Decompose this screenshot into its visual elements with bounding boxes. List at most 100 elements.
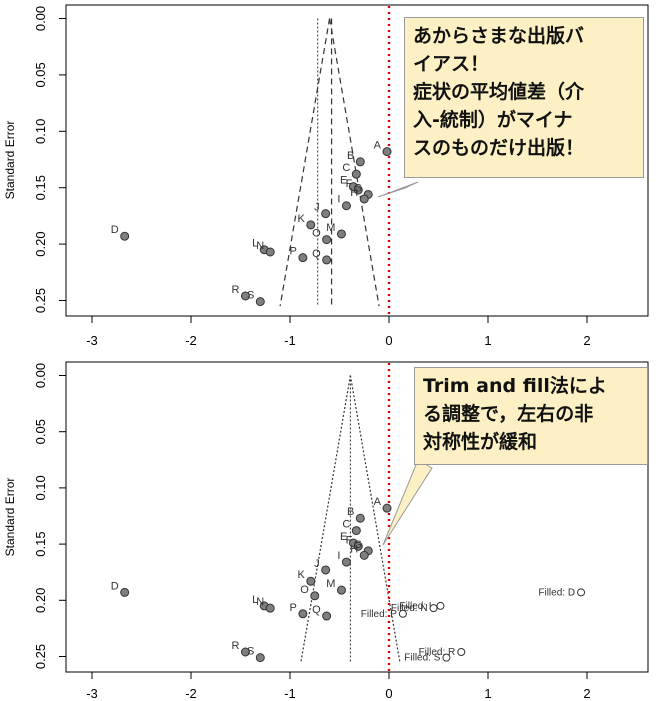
callout-top-line-5: スのものだけ出版！ <box>413 137 585 159</box>
y-tick-label: 0.05 <box>33 419 48 444</box>
funnel-left-line <box>300 375 351 663</box>
chart-panel-1: -3 -2 -1 0 1 2 0.00 0.05 0.10 0.15 0.20 0.25 Standar… <box>3 4 649 348</box>
study-point <box>310 591 320 601</box>
filled-point-label: Filled: R <box>419 647 456 658</box>
study-point-label: F <box>346 534 353 546</box>
filled-point-label: Filled: D <box>538 587 575 598</box>
filled-point-label: Filled: N <box>391 603 428 614</box>
study-point-label: H <box>350 543 358 555</box>
study-point <box>355 513 365 523</box>
funnel-left-line <box>279 18 331 307</box>
study-point-label: E <box>340 531 347 543</box>
study-point-label: E <box>340 175 347 187</box>
x-tick-label: 1 <box>484 686 491 701</box>
study-point-label: N <box>256 596 264 608</box>
study-point <box>240 647 250 657</box>
study-point <box>240 291 250 301</box>
y-tick-label: 0.00 <box>33 6 48 31</box>
study-point <box>353 541 363 551</box>
y-tick-label: 0.10 <box>33 475 48 500</box>
y-tick-label: 0.20 <box>33 231 48 256</box>
study-point <box>351 169 361 179</box>
study-point-label: D <box>111 580 119 592</box>
y-tick-label: 0.10 <box>33 119 48 144</box>
study-point-label: P <box>290 246 297 258</box>
study-point-label: S <box>247 290 254 302</box>
study-point-label: O <box>300 584 309 596</box>
study-point-label: S <box>247 646 254 658</box>
study-point <box>120 587 130 597</box>
study-point-label: J <box>314 558 320 570</box>
study-point <box>255 653 265 663</box>
study-point-label: O <box>312 228 321 240</box>
study-point <box>351 526 361 536</box>
study-point <box>336 229 346 239</box>
plot-frame <box>65 4 649 317</box>
study-point <box>341 557 351 567</box>
y-tick-label: 0.00 <box>33 363 48 388</box>
y-tick-label: 0.20 <box>33 588 48 613</box>
x-tick-label: 2 <box>583 686 590 701</box>
study-point-label: G <box>354 182 363 194</box>
study-point-label: C <box>342 519 350 531</box>
callout-bottom-line-1: Trim and fill法によ <box>423 375 607 397</box>
study-point-label: R <box>231 640 239 652</box>
x-tick-label: 1 <box>484 333 491 348</box>
study-point <box>306 220 316 230</box>
study-point <box>382 503 392 513</box>
study-point <box>322 235 332 245</box>
callout-bottom-line-2: る調整で，左右の非 <box>423 403 594 425</box>
callout-top-line-2: イアス！ <box>413 53 490 75</box>
study-point-label: B <box>347 150 354 162</box>
x-tick-label: -3 <box>86 333 98 348</box>
callout-bottom-line-3: 対称性が緩和 <box>423 431 538 453</box>
callout-pointer <box>377 181 419 198</box>
study-point-label: A <box>374 140 382 152</box>
plot-frame <box>65 361 649 673</box>
study-point <box>359 194 369 204</box>
study-point-label: P <box>290 602 297 614</box>
study-point-label: R <box>231 284 239 296</box>
study-point-label: F <box>346 178 353 190</box>
filled-point-label: Filled: P <box>361 609 397 620</box>
callout-top-line-4: 入-統制）がマイナ <box>413 109 573 131</box>
study-point <box>298 253 308 263</box>
x-tick-label: 0 <box>385 686 392 701</box>
study-point-label: I <box>337 550 340 562</box>
chart-panel-2: -3 -2 -1 0 1 2 0.00 0.05 0.10 0.15 0.20 0.25 Standar… <box>3 361 649 701</box>
filled-point <box>429 604 438 613</box>
y-tick-label: 0.15 <box>33 531 48 556</box>
x-tick-label: -3 <box>86 686 98 701</box>
study-point-label: A <box>374 496 382 508</box>
study-point-label: C <box>342 162 350 174</box>
study-point <box>359 550 369 560</box>
study-point-label: K <box>297 569 305 581</box>
y-axis-label: Standard Error <box>3 121 17 200</box>
filled-point <box>457 648 466 657</box>
y-tick-label: 0.05 <box>33 62 48 87</box>
x-tick-label: 0 <box>385 333 392 348</box>
annotation-callout-bottom: Trim and fill法によ る調整で，左右の非 対称性が緩和 <box>414 367 648 465</box>
study-point <box>120 231 130 241</box>
study-point <box>321 209 331 219</box>
study-point-label: L <box>252 594 258 606</box>
study-point-label: N <box>256 240 264 252</box>
filled-point-label: Filled: L <box>399 601 434 612</box>
x-tick-label: -1 <box>284 686 296 701</box>
study-point <box>265 247 275 257</box>
study-point-label: I <box>337 194 340 206</box>
study-point-label: H <box>350 187 358 199</box>
filled-point <box>398 609 407 618</box>
study-point <box>353 185 363 195</box>
study-point-label: M <box>326 222 335 234</box>
x-tick-label: -2 <box>185 333 197 348</box>
study-point-label: K <box>297 213 305 225</box>
y-tick-label: 0.15 <box>33 175 48 200</box>
x-tick-label: 2 <box>583 333 590 348</box>
study-point-label: J <box>314 202 320 214</box>
callout-pointer <box>382 459 433 546</box>
callout-top-line-3: 症状の平均値差（介 <box>413 81 585 103</box>
study-point <box>336 585 346 595</box>
study-point <box>265 603 275 613</box>
